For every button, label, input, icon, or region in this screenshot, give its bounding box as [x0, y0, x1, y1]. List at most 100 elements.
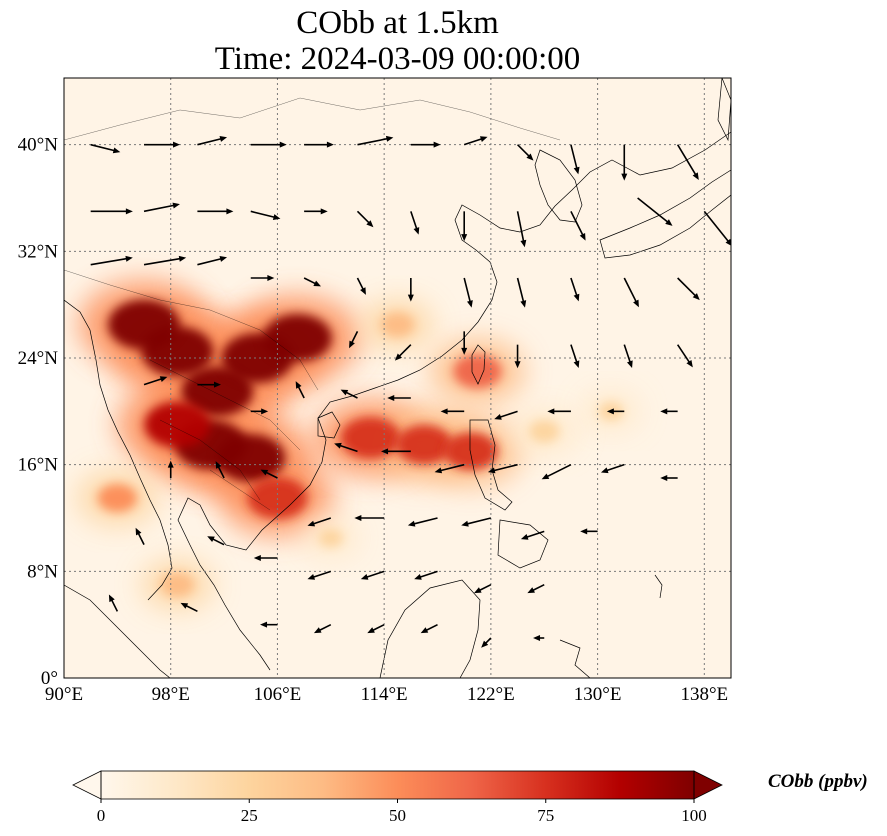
- plume-core: [395, 424, 453, 465]
- wind-arrow: [207, 536, 225, 546]
- longitude-tick-labels: 90°E 98°E 106°E 114°E 122°E 130°E 138°E: [45, 684, 728, 705]
- wind-arrow: [90, 255, 133, 266]
- wind-arrow: [260, 469, 278, 479]
- wind-arrow: [463, 277, 473, 308]
- wind-arrow: [660, 408, 678, 415]
- wind-arrow: [394, 344, 412, 361]
- wind-arrow: [295, 381, 305, 399]
- colorbar-ticks: 0 25 50 75 100: [97, 799, 707, 825]
- colorbar-tick-label: 75: [537, 806, 554, 825]
- wind-arrow: [304, 141, 334, 148]
- colorbar-tick-label: 50: [389, 806, 406, 825]
- wind-arrow: [623, 344, 633, 369]
- wind-arrow: [660, 475, 678, 481]
- wind-arrow: [90, 208, 133, 215]
- wind-arrow: [606, 408, 625, 415]
- wind-arrow: [387, 395, 411, 401]
- wind-arrow: [541, 463, 572, 480]
- longitude-tick-label: 90°E: [45, 684, 83, 705]
- latitude-tick-label: 24°N: [18, 348, 59, 369]
- wind-arrow: [90, 143, 121, 154]
- wind-arrow: [414, 570, 438, 580]
- wind-arrow: [600, 463, 625, 474]
- wind-arrow: [481, 637, 492, 648]
- colorbar-max-extend: [693, 770, 723, 800]
- wind-arrow: [304, 208, 328, 215]
- wind-arrow: [381, 448, 411, 455]
- wind-arrow: [621, 144, 628, 181]
- plume-core: [144, 401, 211, 448]
- plume-core: [108, 299, 181, 350]
- wind-arrow: [463, 136, 488, 146]
- wind-arrow: [197, 256, 228, 266]
- wind-arrow: [357, 135, 394, 146]
- wind-arrow: [637, 197, 673, 226]
- colorbar-tick-label: 0: [97, 806, 106, 825]
- wind-arrow: [250, 141, 287, 148]
- mindanao-coastline: [497, 519, 549, 569]
- longitude-tick-label: 114°E: [361, 684, 408, 705]
- wind-arrow: [407, 517, 438, 527]
- wind-arrow: [197, 381, 221, 388]
- colorbar: [101, 771, 694, 799]
- wind-arrow: [580, 528, 598, 535]
- wind-arrow: [197, 208, 234, 215]
- wind-arrow: [253, 555, 278, 561]
- wind-arrow: [307, 517, 332, 527]
- colorbar-min-extend: [72, 770, 102, 800]
- wind-arrow: [250, 408, 269, 415]
- wind-arrow: [520, 530, 545, 540]
- latitude-tick-label: 40°N: [18, 135, 59, 156]
- wind-arrow: [180, 602, 198, 613]
- wind-arrow: [570, 277, 580, 302]
- wind-arrow: [354, 515, 385, 521]
- wind-arrow: [313, 623, 332, 634]
- wind-arrow: [250, 210, 281, 220]
- wind-arrow: [349, 330, 359, 349]
- plot-title-line2: Time: 2024-03-09 00:00:00: [214, 41, 581, 77]
- wind-arrow: [340, 389, 358, 399]
- wind-arrow: [303, 277, 321, 287]
- wind-arrow: [516, 144, 534, 161]
- cobb-concentration-field: [77, 280, 640, 610]
- longitude-tick-label: 138°E: [680, 684, 728, 705]
- hainan-coastline: [317, 411, 341, 439]
- latitude-tick-label: 16°N: [18, 455, 59, 476]
- borneo-coastline: [379, 579, 481, 678]
- wind-arrow: [410, 141, 441, 148]
- plume-core: [216, 434, 286, 482]
- wind-arrow: [547, 408, 571, 415]
- plume-core: [453, 354, 502, 389]
- wind-arrow: [215, 461, 225, 479]
- wind-arrow: [367, 623, 385, 634]
- wind-arrow: [533, 635, 545, 641]
- latitude-tick-label: 32°N: [18, 241, 59, 262]
- wind-arrow: [461, 517, 492, 527]
- plot-title-line1: CObb at 1.5km: [296, 5, 499, 41]
- wind-arrow: [334, 442, 358, 453]
- longitude-tick-label: 122°E: [467, 684, 515, 705]
- wind-arrow: [434, 463, 465, 474]
- wind-arrow: [677, 277, 700, 301]
- wind-arrow: [108, 594, 119, 612]
- plume-core: [160, 572, 194, 597]
- korea-coastline: [534, 149, 583, 223]
- map-frame: [63, 77, 732, 679]
- wind-arrow: [494, 410, 518, 420]
- wind-arrow: [487, 463, 518, 474]
- wind-arrow: [143, 255, 187, 266]
- latitude-tick-labels: 0° 8°N 16°N 24°N 32°N 40°N: [18, 135, 59, 689]
- taiwan-coastline: [471, 344, 486, 385]
- plume-core: [181, 366, 254, 417]
- colorbar-tick-label: 25: [241, 806, 258, 825]
- lat-lon-gridlines: [64, 78, 731, 678]
- wind-arrow: [461, 211, 468, 242]
- wind-vector-field: [90, 135, 731, 648]
- wind-arrow: [514, 344, 521, 369]
- plume-core: [529, 420, 560, 443]
- plume-core: [318, 529, 343, 547]
- wind-arrow: [410, 211, 420, 235]
- wind-arrow: [703, 210, 731, 246]
- plume-core: [381, 312, 414, 337]
- wind-arrow: [676, 344, 693, 368]
